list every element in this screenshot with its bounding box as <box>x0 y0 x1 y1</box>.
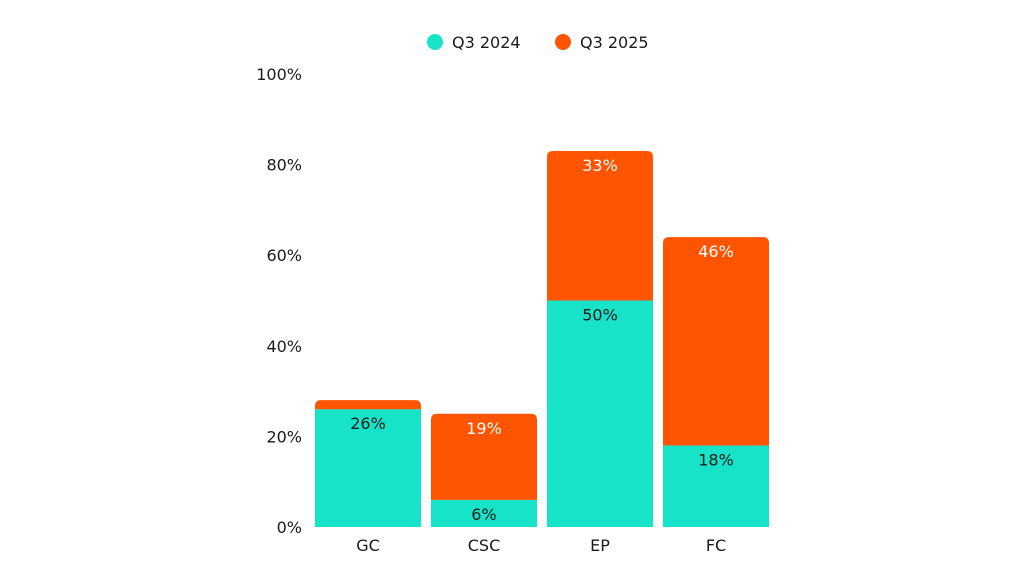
x-category-label: EP <box>590 536 610 555</box>
y-tick-label: 80% <box>266 156 302 175</box>
bar-data-label: 26% <box>350 414 386 433</box>
bar-data-label: 6% <box>471 505 496 524</box>
x-category-label: FC <box>706 536 726 555</box>
y-tick-label: 0% <box>277 518 302 537</box>
x-category-label: CSC <box>468 536 501 555</box>
bar-segment <box>663 237 769 446</box>
legend: Q3 2024 Q3 2025 <box>427 33 649 52</box>
y-tick-label: 40% <box>266 337 302 356</box>
bar-segment <box>547 300 653 527</box>
bar-data-label: 19% <box>466 419 502 438</box>
bar-data-label: 50% <box>582 306 618 325</box>
bars: 26% 6% 19% 50% 33% 18% 46% <box>315 151 769 527</box>
y-tick-label: 100% <box>256 65 302 84</box>
bar-data-label: 33% <box>582 156 618 175</box>
bar-segment <box>547 151 653 301</box>
y-tick-label: 20% <box>266 427 302 446</box>
bar-segment <box>431 413 537 500</box>
y-axis: 0% 20% 40% 60% 80% 100% <box>256 65 302 537</box>
bar-data-label: 46% <box>698 242 734 261</box>
bar-segment <box>315 400 421 410</box>
bar-data-label: 18% <box>698 450 734 469</box>
legend-label-1: Q3 2025 <box>580 33 649 52</box>
x-category-label: GC <box>356 536 380 555</box>
bar-segment <box>663 445 769 527</box>
legend-label-0: Q3 2024 <box>452 33 521 52</box>
legend-swatch-1 <box>555 34 571 50</box>
bar-segment <box>431 499 537 527</box>
y-tick-label: 60% <box>266 246 302 265</box>
x-axis: GC CSC EP FC <box>356 536 726 555</box>
legend-swatch-0 <box>427 34 443 50</box>
bar-segment <box>315 409 421 527</box>
